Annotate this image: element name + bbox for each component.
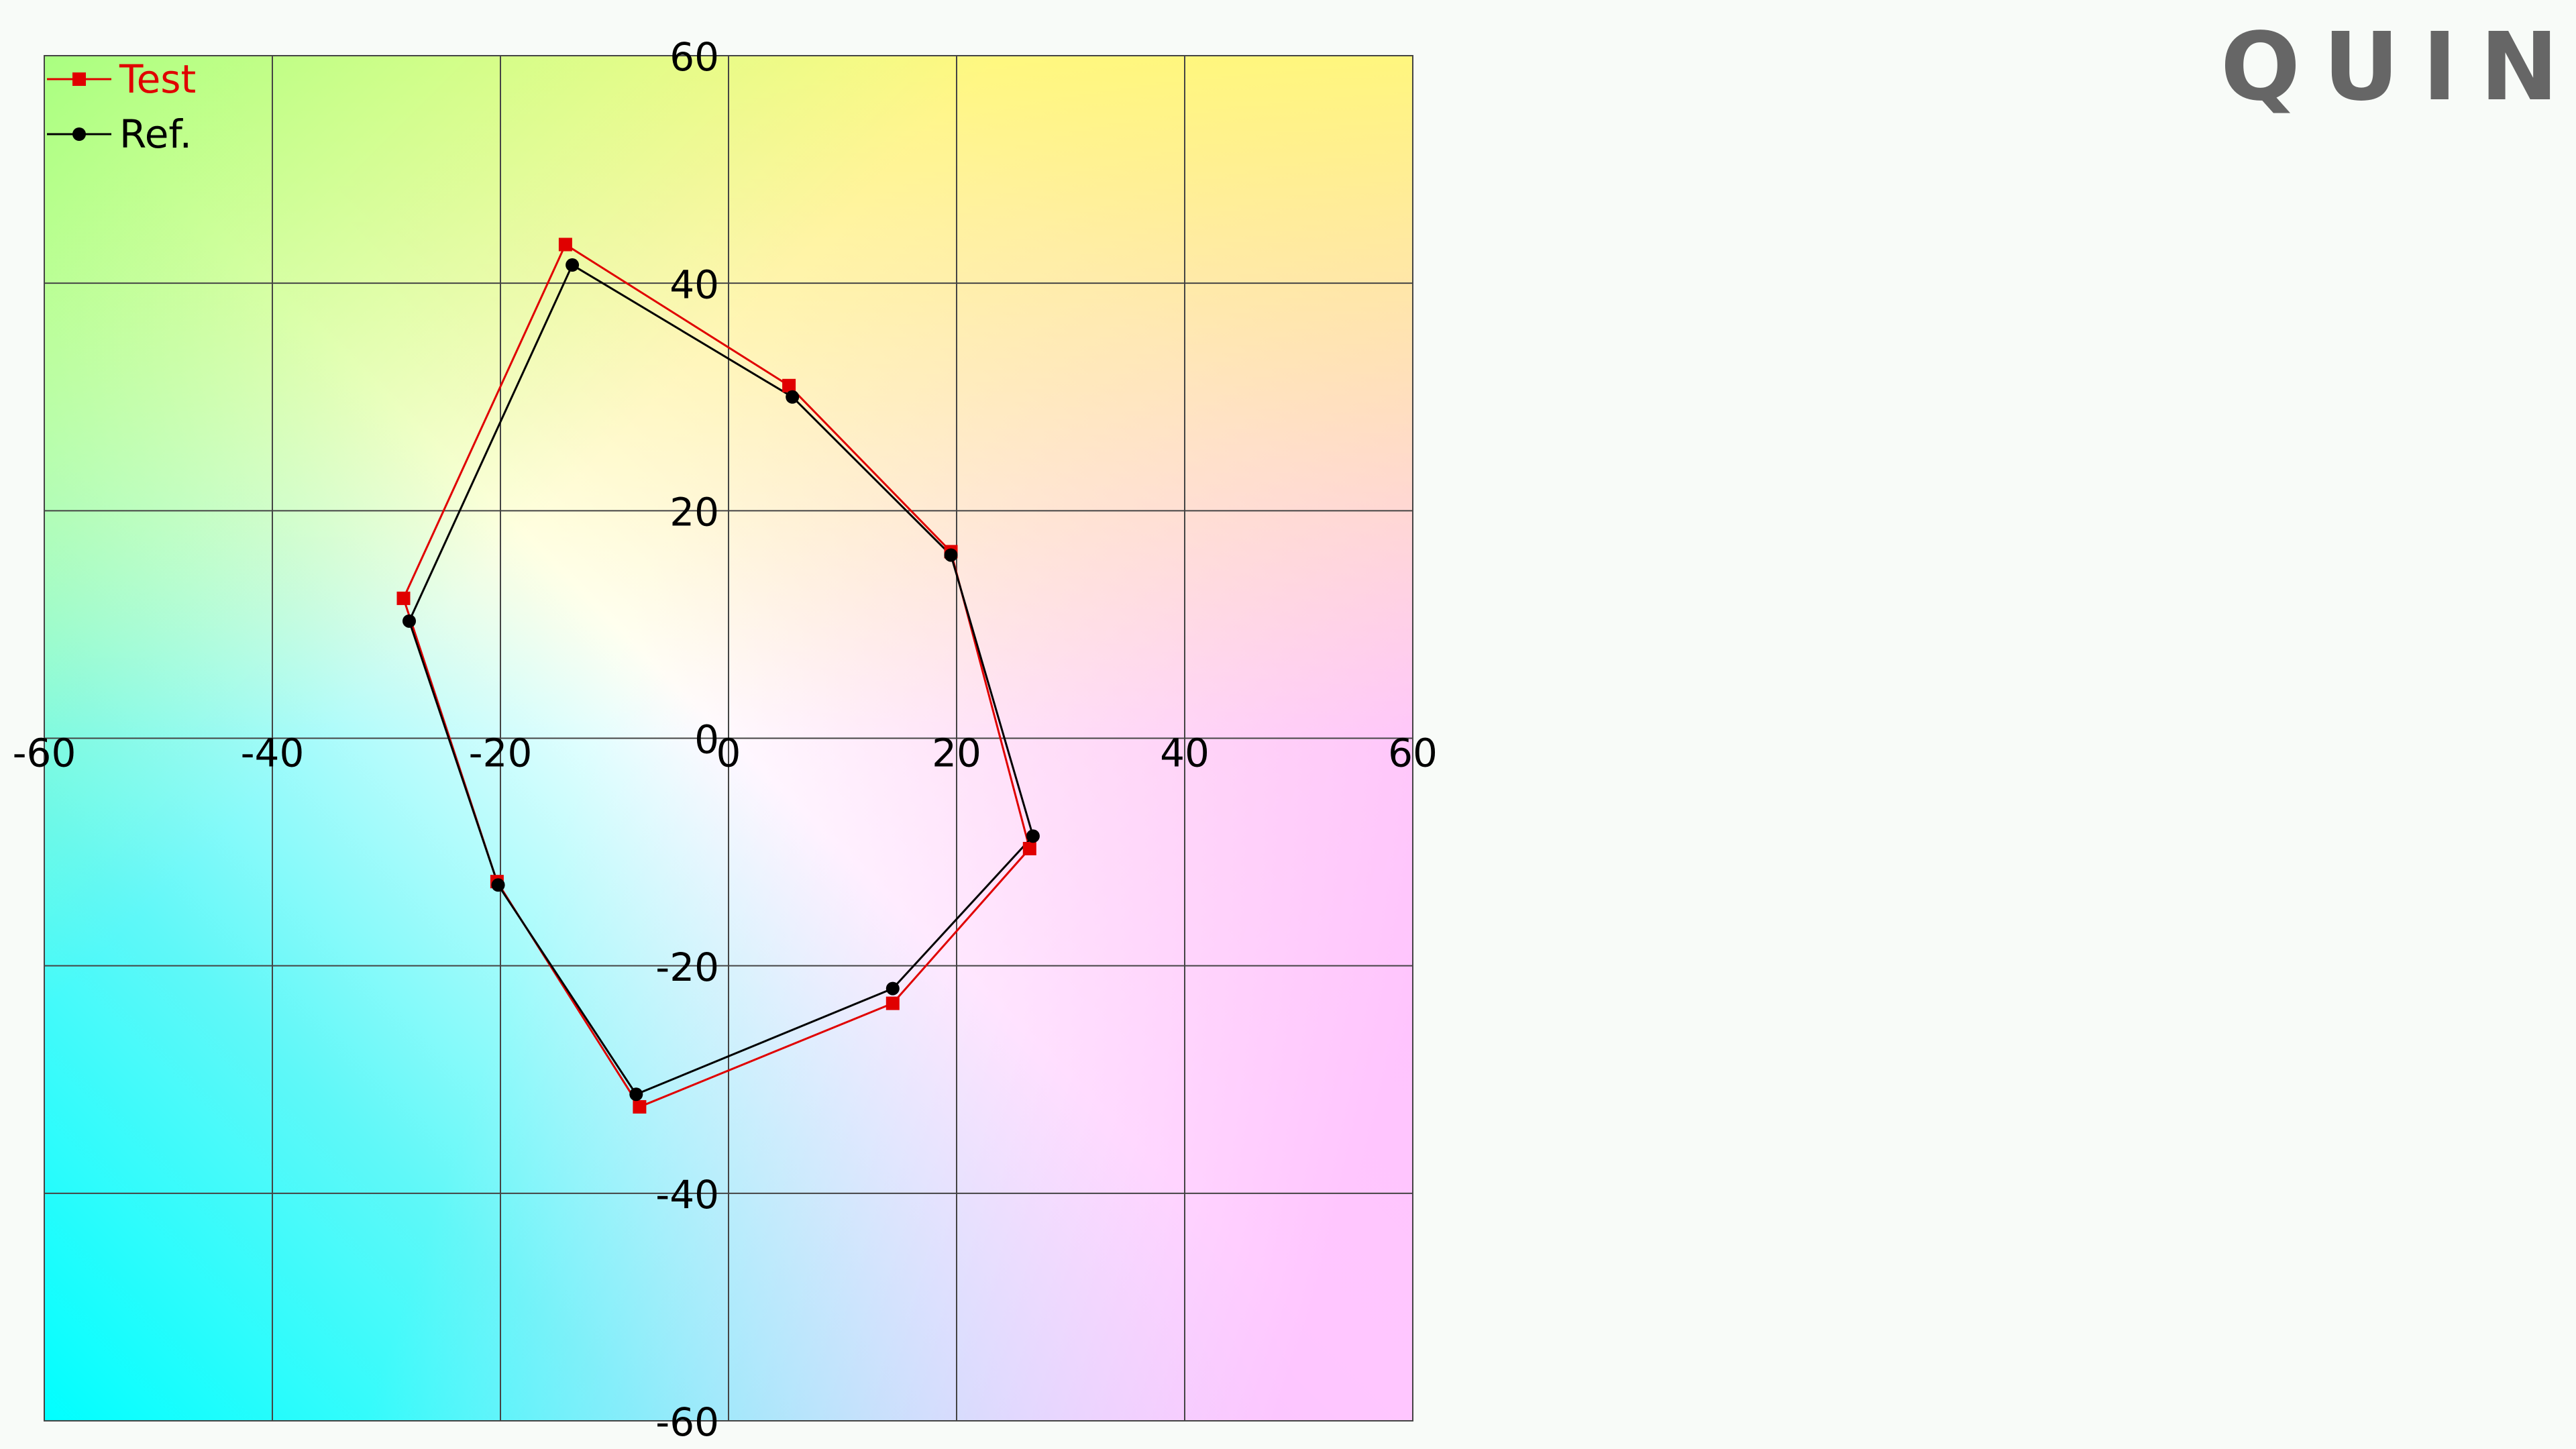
x-tick-label: -20 [469, 731, 533, 776]
x-tick-label: 40 [1160, 731, 1210, 776]
data-point [402, 614, 416, 628]
y-tick-label: -60 [655, 1399, 719, 1445]
y-tick-label: 0 [694, 717, 719, 763]
data-point [633, 1099, 647, 1114]
data-point [1026, 829, 1040, 843]
data-point [396, 591, 411, 605]
y-tick-label: -20 [655, 945, 719, 990]
data-point [885, 996, 900, 1010]
x-tick-label: -60 [13, 731, 76, 776]
logo: QUINLED [2220, 13, 2576, 122]
data-point [786, 390, 800, 404]
legend-label: Ref. [119, 111, 192, 157]
y-tick-label: 40 [669, 262, 719, 307]
data-point [1022, 841, 1036, 855]
data-point [566, 258, 580, 272]
data-point [885, 981, 900, 996]
y-tick-label: 20 [669, 489, 719, 535]
legend-label: Test [119, 56, 196, 102]
legend-marker [72, 72, 86, 86]
x-tick-label: -40 [241, 731, 305, 776]
plot-border [44, 55, 1413, 1421]
data-point [782, 378, 796, 392]
legend-marker [72, 127, 86, 141]
x-tick-label: 20 [932, 731, 981, 776]
logo-text: QUIN [2220, 13, 2576, 122]
data-point [629, 1087, 643, 1102]
data-point [944, 548, 958, 562]
x-tick-label: 0 [716, 731, 741, 776]
y-tick-label: -40 [655, 1172, 719, 1218]
y-tick-label: 60 [669, 34, 719, 80]
x-tick-label: 60 [1388, 731, 1438, 776]
data-point [491, 878, 505, 892]
data-point [558, 237, 572, 252]
